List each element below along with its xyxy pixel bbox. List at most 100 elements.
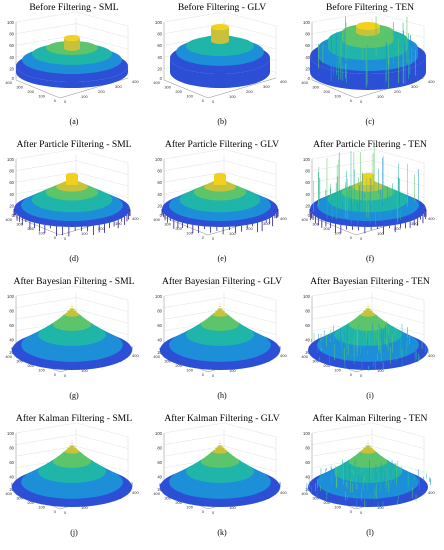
z-tick-label: 40 (9, 338, 14, 343)
z-tick-label: 20 (157, 66, 162, 71)
z-tick-label: 20 (157, 350, 162, 355)
panel-caption: (e) (217, 254, 227, 263)
y-tick-label: 300 (411, 84, 418, 89)
gridline (311, 11, 373, 23)
x-tick-label: 100 (334, 94, 341, 99)
x-tick-label: 400 (153, 80, 160, 85)
y-tick-label: 200 (246, 226, 253, 231)
tier-side (186, 46, 254, 62)
gridline (163, 422, 225, 434)
gridline (371, 434, 425, 449)
x-tick-label: 400 (301, 80, 308, 85)
surface-plot: 1008060402040030020010000100200300400 (301, 422, 435, 515)
x-axis-line (311, 216, 357, 236)
gridline (311, 148, 373, 160)
x-tick-label: 300 (164, 496, 171, 501)
panel-caption: (l) (366, 528, 374, 537)
x-tick-label: 100 (186, 505, 193, 510)
x-tick-label: 200 (27, 500, 34, 505)
panel-f: After Particle Filtering - TEN 100 80 60 40… (296, 137, 444, 274)
y-tick-label: 0 (360, 99, 363, 104)
x-tick-label: 0 (350, 98, 353, 103)
y-tick-label: 0 (64, 99, 67, 104)
y-tick-label: 100 (81, 505, 88, 510)
cone-band (365, 308, 371, 311)
z-tick-label: 20 (9, 203, 14, 208)
z-tick-label: 80 (305, 32, 310, 37)
x-tick-label: 100 (38, 368, 45, 373)
gridline (223, 11, 277, 27)
gridline (223, 285, 277, 301)
surface-plot: 1008060402040030020010000100200300400 (153, 285, 287, 378)
x-tick-label: 0 (202, 235, 205, 240)
surface (310, 16, 426, 90)
panel-title: After Kalman Filtering - GLV (164, 413, 280, 424)
x-tick-label: 100 (38, 94, 45, 99)
gridline (75, 309, 129, 324)
x-tick-label: 400 (301, 491, 308, 496)
x-tick-label: 0 (202, 372, 205, 377)
z-tick-label: 20 (305, 203, 310, 208)
tier-side (200, 41, 240, 52)
gridline (15, 446, 77, 457)
surface-plot: 1008060402040030020010000100200300400 (153, 422, 287, 515)
surface (16, 35, 128, 88)
tier-side (176, 52, 264, 72)
x-tick-label: 100 (186, 231, 193, 236)
z-tick-label: 60 (157, 43, 162, 48)
z-tick-label: 100 (7, 294, 15, 299)
x-tick-label: 0 (202, 509, 205, 514)
panel-b: Before Filtering - GLV 100 80 60 40 20 0 400 30… (148, 0, 296, 137)
y-tick-label: 100 (81, 231, 88, 236)
y-tick-label: 300 (411, 221, 418, 226)
tier-top (64, 35, 80, 41)
cone-band (366, 306, 370, 307)
surface (161, 173, 279, 235)
z-tick-label: 80 (9, 446, 14, 451)
gridline (371, 160, 425, 175)
x-tick-label: 300 (164, 359, 171, 364)
y-tick-label: 200 (98, 89, 105, 94)
gridline (311, 434, 373, 445)
y-tick-label: 0 (212, 373, 215, 378)
cone-band (360, 448, 376, 454)
x-tick-label: 400 (5, 491, 12, 496)
panel-caption: (d) (69, 254, 79, 263)
panel-title: After Particle Filtering - GLV (164, 139, 280, 150)
cone-band (64, 448, 80, 454)
cone-band (67, 310, 77, 314)
z-tick-label: 60 (157, 460, 162, 465)
y-tick-label: 300 (263, 84, 270, 89)
z-tick-label: 60 (305, 460, 310, 465)
cone-band (365, 445, 371, 448)
panel-c: Before Filtering - TEN 100 80 60 40 20 0 400 30… (296, 0, 444, 137)
x-tick-label: 200 (175, 363, 182, 368)
x-tick-label: 0 (350, 509, 353, 514)
x-tick-label: 400 (153, 354, 160, 359)
z-tick-label: 40 (305, 192, 310, 197)
tier-side (170, 58, 270, 88)
gridline (311, 297, 373, 308)
gridline (223, 422, 277, 438)
panel-title: After Kalman Filtering - TEN (312, 413, 428, 424)
gridline (223, 434, 277, 449)
x-tick-label: 0 (54, 98, 57, 103)
z-tick-label: 80 (157, 446, 162, 451)
gridline (75, 434, 129, 449)
x-axis-line (15, 216, 61, 236)
x-tick-label: 200 (323, 500, 330, 505)
panel-h: After Bayesian Filtering - GLV 100 80 60 40… (148, 274, 296, 411)
cone-band (71, 303, 73, 305)
gridline (371, 285, 425, 301)
panel-a: Before Filtering - SML 100 80 60 40 20 0 400 30… (0, 0, 148, 137)
z-tick-label: 80 (9, 309, 14, 314)
z-tick-label: 100 (155, 157, 163, 162)
z-tick-label: 20 (9, 350, 14, 355)
z-tick-label: 80 (9, 32, 14, 37)
y-tick-label: 300 (263, 221, 270, 226)
cone-band (218, 306, 222, 307)
cone-band (217, 445, 223, 448)
panel-d: After Particle Filtering - SML 100 80 60 40… (0, 137, 148, 274)
